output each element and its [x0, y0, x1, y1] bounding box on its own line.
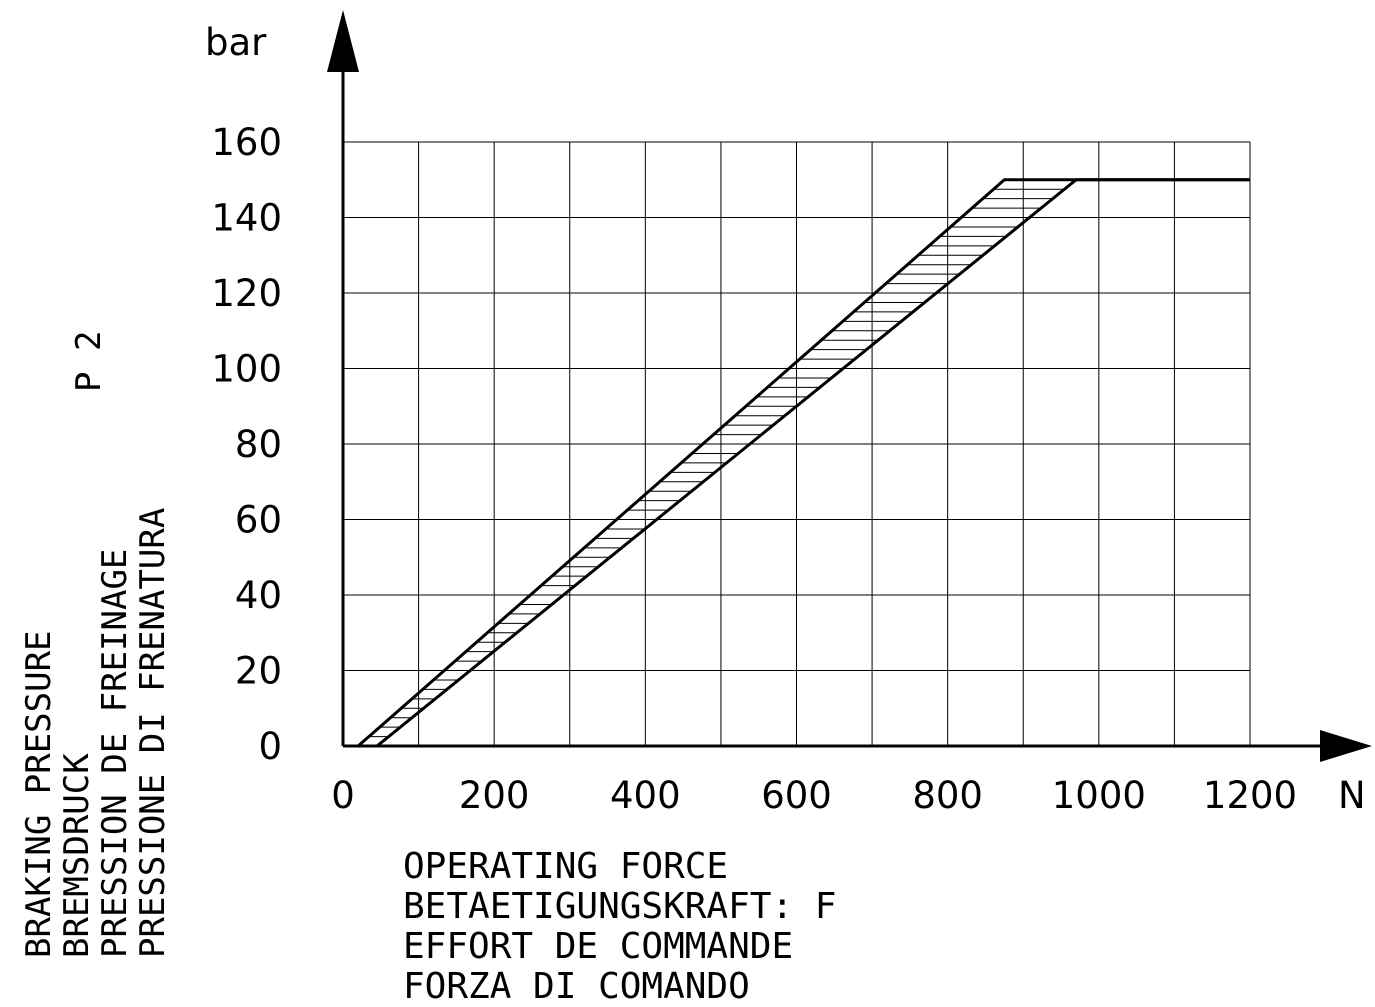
x-tick-labels: 0 200 400 600 800 1000 1200	[331, 774, 1297, 817]
x-tick-label: 400	[610, 774, 681, 817]
y-caption-line: PRESSION DE FREINAGE	[95, 549, 135, 958]
y-caption-line: BRAKING PRESSURE	[19, 630, 59, 958]
y-unit-label: bar	[205, 21, 267, 64]
y-tick-label: 140	[211, 197, 282, 240]
x-tick-label: 800	[912, 774, 983, 817]
y-axis-arrow	[327, 10, 359, 72]
y-tick-label: 120	[211, 272, 282, 315]
x-axis-arrow	[1320, 730, 1372, 762]
x-tick-label: 0	[331, 774, 355, 817]
x-caption-line: FORZA DI COMANDO	[403, 966, 750, 1007]
x-tick-label: 600	[761, 774, 832, 817]
y-tick-label: 80	[235, 423, 282, 466]
x-caption-line: EFFORT DE COMMANDE	[403, 926, 793, 967]
y-tick-label: 0	[258, 725, 282, 768]
y-caption-symbol: P 2	[69, 331, 109, 392]
tolerance-band	[368, 188, 1065, 738]
series-lines	[357, 178, 1250, 748]
x-tick-label: 1200	[1203, 774, 1297, 817]
x-caption-line: OPERATING FORCE	[403, 846, 728, 887]
y-tick-label: 40	[235, 574, 282, 617]
x-tick-label: 1000	[1052, 774, 1146, 817]
series-line-2	[376, 178, 1250, 748]
x-tick-label: 200	[459, 774, 530, 817]
y-tick-label: 100	[211, 348, 282, 391]
y-tick-label: 60	[235, 499, 282, 542]
y-tick-labels: 0 20 40 60 80 100 120 140 160	[211, 121, 282, 768]
y-caption-line: PRESSIONE DI FRENATURA	[133, 508, 173, 958]
x-unit-label: N	[1338, 774, 1366, 817]
y-caption-line: BREMSDRUCK	[57, 753, 97, 958]
chart-grid	[343, 141, 1251, 746]
chart-axes	[327, 10, 1372, 762]
x-caption-line: BETAETIGUNGSKRAFT: F	[403, 886, 836, 927]
y-tick-label: 160	[211, 121, 282, 164]
series-line-1	[357, 178, 1250, 748]
y-tick-label: 20	[235, 650, 282, 693]
